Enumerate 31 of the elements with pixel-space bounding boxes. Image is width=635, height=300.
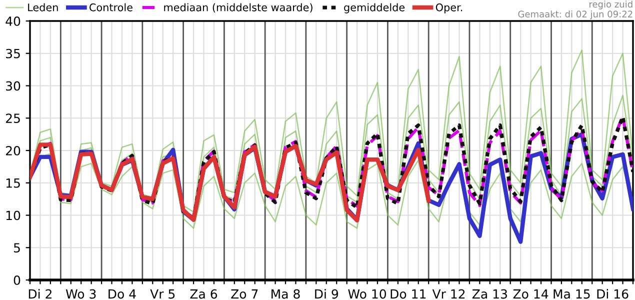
x-tick-label: Di 9 [315,289,338,299]
legend-label: Oper. [436,3,462,14]
x-tick-label: Ma 15 [554,289,590,299]
y-tick-label: 15 [6,178,20,188]
x-tick-label: Za 6 [190,289,218,299]
x-tick-label: Do 11 [390,289,426,299]
x-tick-label: Wo 10 [348,289,386,299]
text: regio zuid [590,0,632,10]
legend-label: Leden [28,3,58,12]
x-tick-label: Vr 12 [432,289,465,299]
legend-label: Controle [90,3,132,12]
x-tick-label: Zo 7 [231,289,258,299]
y-tick-label: 20 [6,146,20,156]
x-tick-label: Di 16 [597,289,628,299]
x-tick-label: Vr 5 [150,289,175,299]
y-tick-label: 0 [14,275,20,285]
x-tick-label: Za 13 [472,289,507,299]
y-tick-label: 30 [6,81,20,91]
y-tick-label: 5 [14,243,20,253]
y-tick-label: 10 [6,210,20,220]
legend-label: gemiddelde [344,3,405,14]
x-tick-label: Wo 3 [66,289,96,299]
text: Gemaakt: di 02 jun 09:22 [518,10,632,20]
legend-label: mediaan (middelste waarde) [164,3,312,13]
y-tick-label: 25 [6,114,20,124]
x-tick-label: Do 4 [108,289,136,299]
y-tick-label: 40 [6,16,20,26]
x-tick-label: Di 2 [28,289,52,299]
x-tick-label: Zo 14 [513,289,548,299]
y-tick-label: 35 [6,48,20,58]
x-tick-label: Ma 8 [272,289,300,299]
